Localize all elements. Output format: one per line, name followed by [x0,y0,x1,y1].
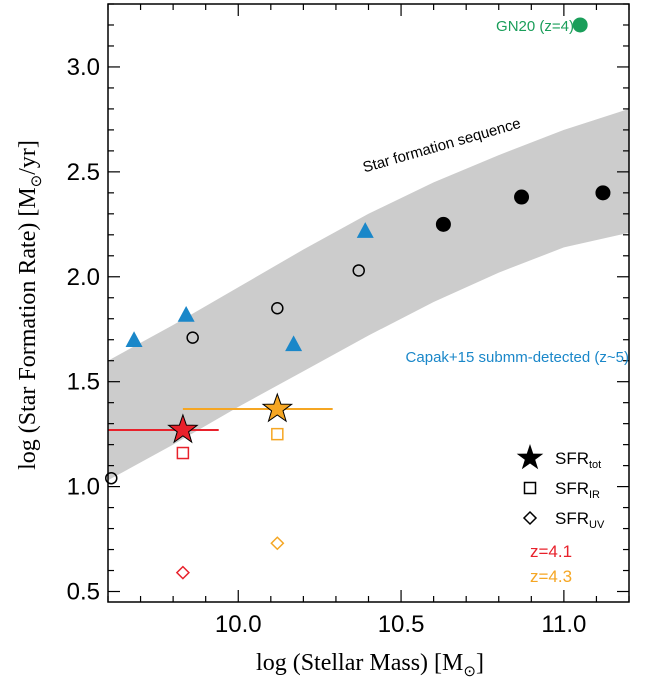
highlight-1-sfr-ir [271,427,284,441]
x-axis-title-main: log (Stellar Mass) [M [256,650,463,676]
legend-1-main: SFR [555,479,589,498]
y-axis-title-sub: ⊙ [29,175,45,188]
series-0-point-2 [285,335,303,352]
series-1-point-1 [186,331,199,344]
y-tick-label-1: 1.0 [67,474,100,501]
legend-z43-label: z=4.3 [530,567,572,586]
y-tick-label-0: 0.5 [67,579,100,606]
x-tick-label-2: 11.0 [541,611,586,638]
series-2-point-0 [435,216,451,232]
x-tick-label-0: 10.0 [215,611,262,638]
series-0-point-3 [356,222,374,238]
y-tick-label-4: 2.5 [67,159,100,186]
series-2-point-1 [514,189,530,205]
highlight-1-sfr-tot [261,392,294,423]
x-tick-label-1: 10.5 [378,611,425,638]
y-tick-label-3: 2.0 [67,264,100,291]
legend-2-main: SFR [555,509,589,528]
series-1-point-3 [352,264,365,277]
legend-2-sub: UV [589,519,605,531]
legend-z41-label: z=4.1 [530,542,572,561]
x-axis-title-sub: ⊙ [463,664,476,680]
capak-annotation: Capak+15 submm-detected (z~5) [406,349,629,366]
highlight-0-sfr-tot [167,413,199,444]
legend-0-main: SFR [555,449,589,468]
series-3-point-0 [572,17,588,33]
y-axis-title-end: /yr] [15,140,41,175]
legend-0-label: SFRtot [555,449,601,471]
legend-2-marker [522,510,538,526]
series-1-point-0 [105,471,118,485]
gn20-annotation: GN20 (z=4) [496,18,574,35]
highlight-0-sfr-ir [176,446,190,460]
series-2-point-2 [595,185,611,201]
y-tick-label-2: 1.5 [67,369,100,396]
legend-1-label: SFRIR [555,479,600,501]
legend-1-sub: IR [589,489,600,501]
legend-0-marker [516,444,544,470]
series-0-point-1 [177,306,195,322]
y-axis-title-main: log (Star Formation Rate) [M [15,187,41,470]
x-axis-title-end: ] [476,650,484,676]
series-0-point-0 [125,331,143,347]
legend-2-label: SFRUV [555,509,605,531]
highlight-0-sfr-uv [175,565,190,580]
series-1-point-2 [271,301,284,315]
star-formation-sequence-band [108,108,629,481]
legend-0-sub: tot [589,459,601,471]
x-axis-title: log (Stellar Mass) [M⊙] [256,650,484,680]
y-axis-title: log (Star Formation Rate) [M⊙/yr] [15,140,45,470]
highlight-1-sfr-uv [270,536,285,551]
legend-1-marker [523,481,537,495]
y-tick-label-5: 3.0 [67,54,100,81]
